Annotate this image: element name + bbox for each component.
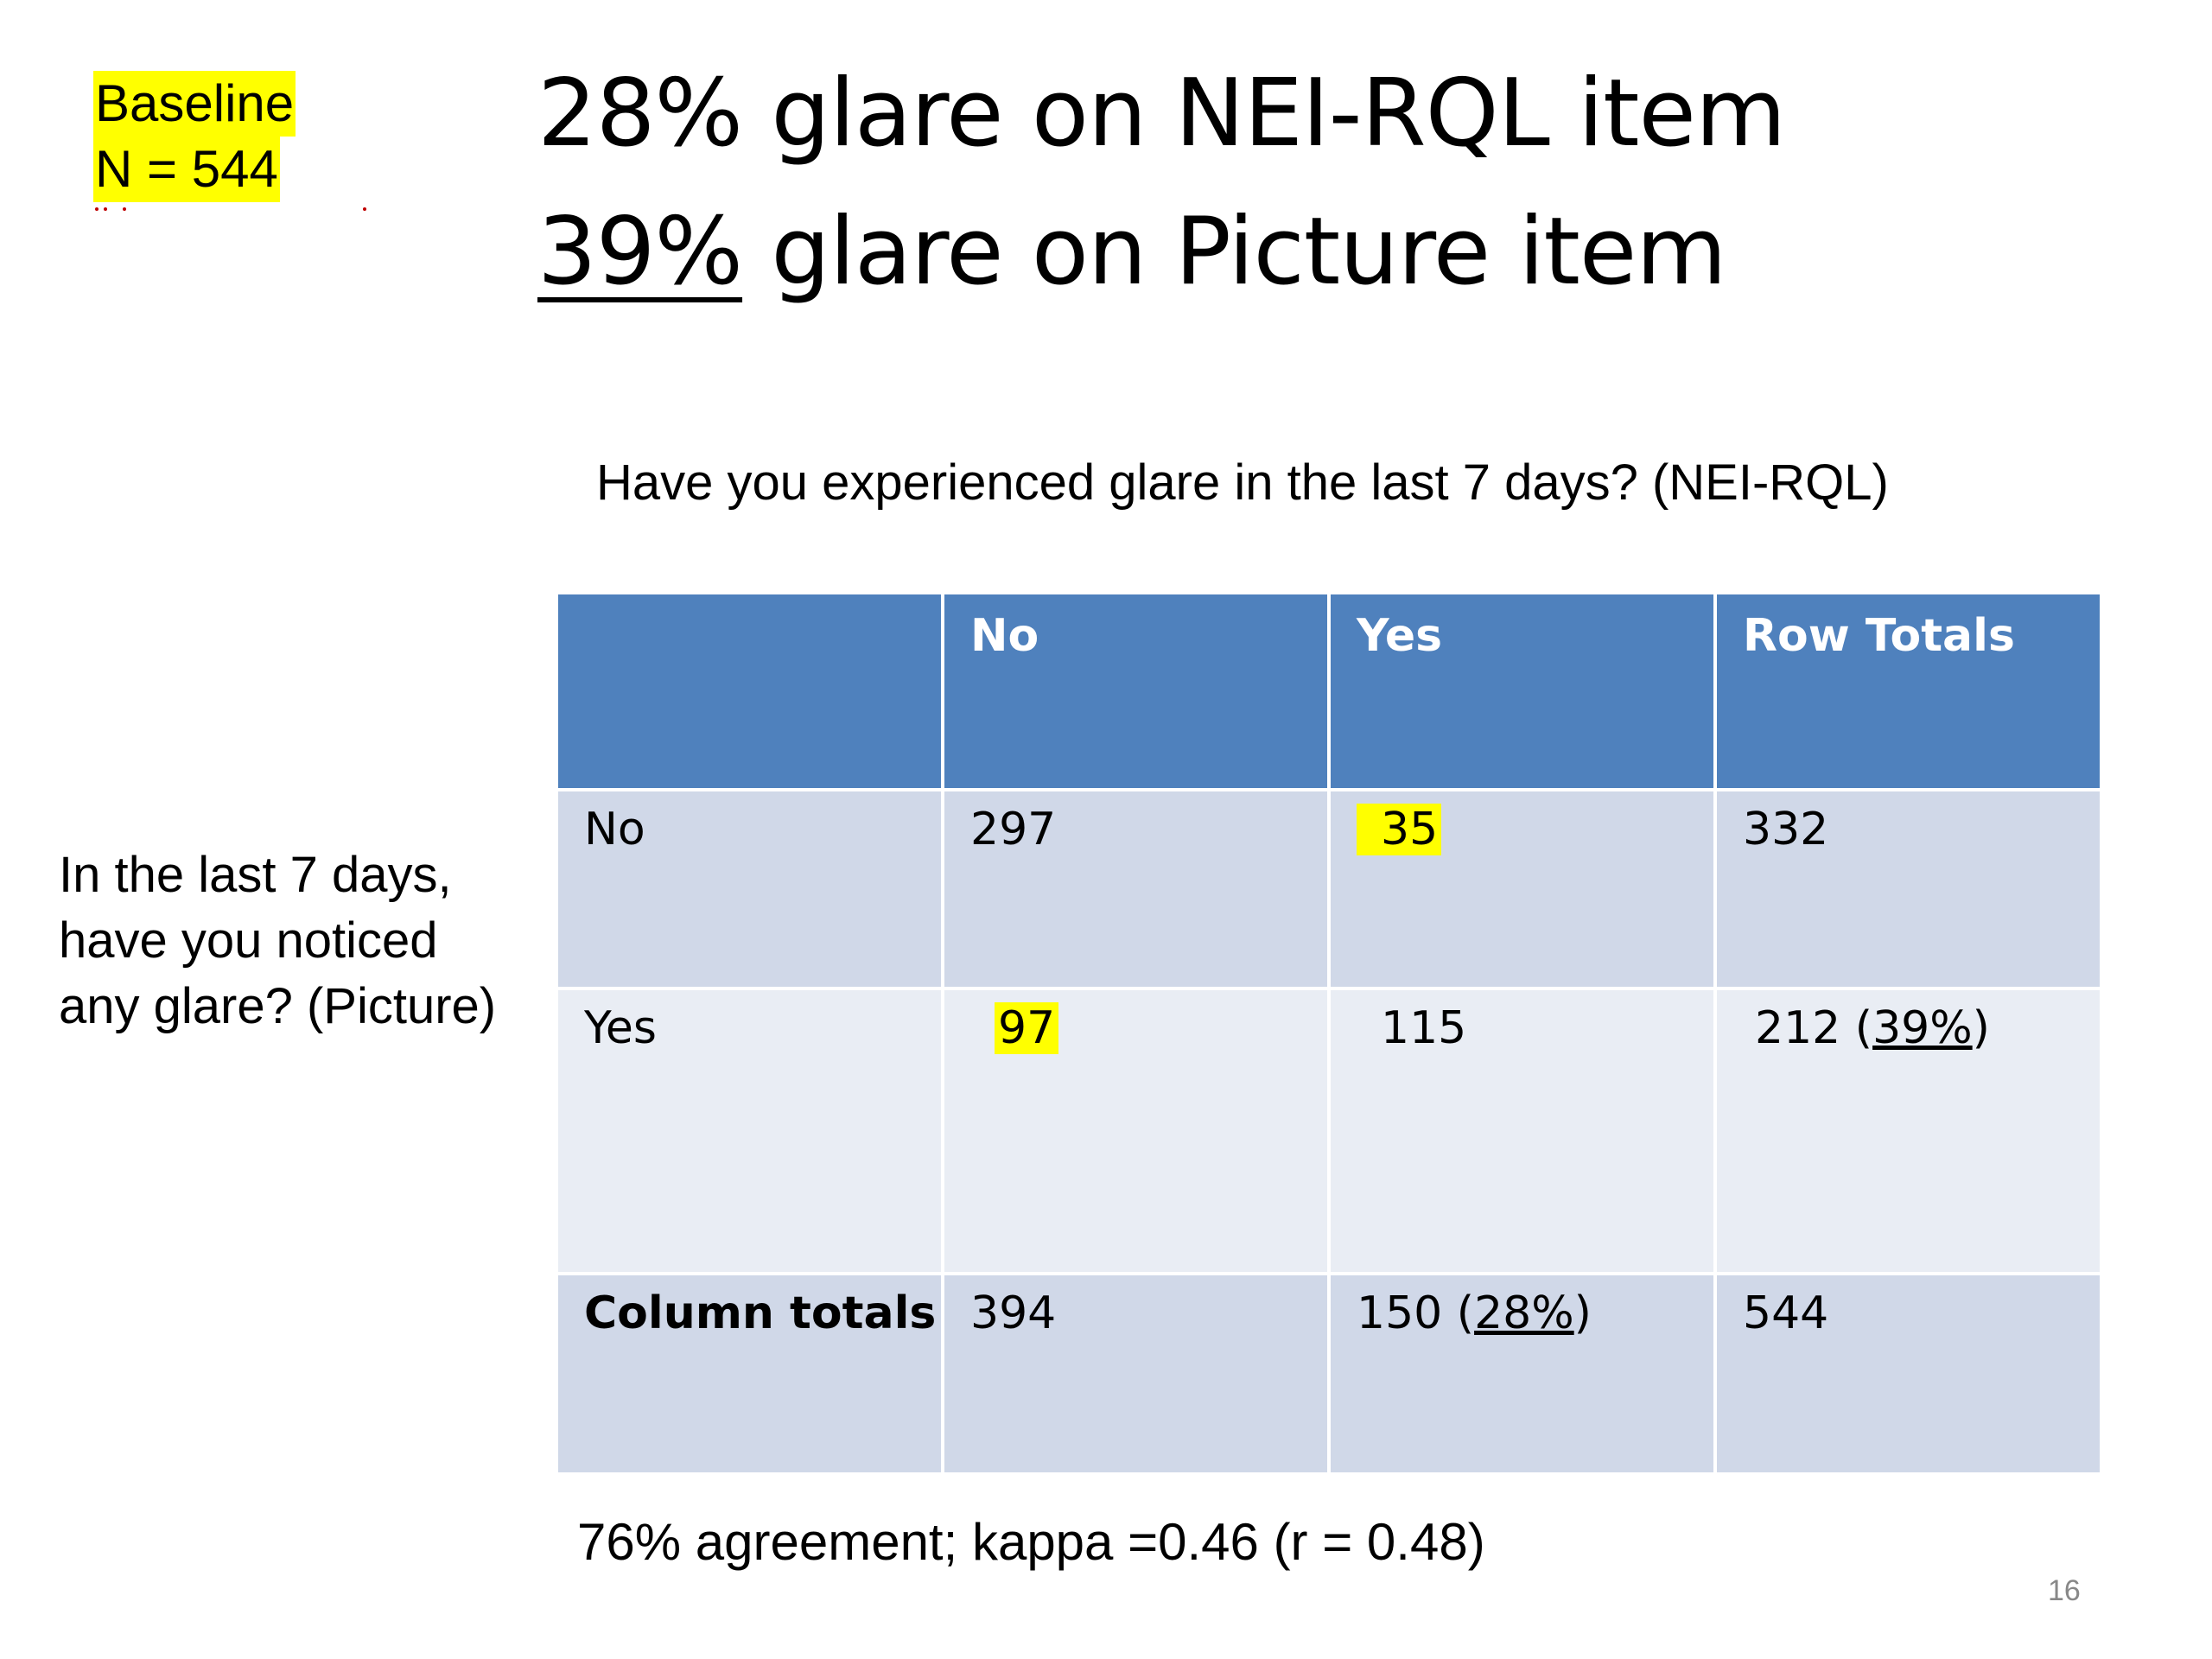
cell-value: 115 [1381,1002,1467,1054]
highlighted-value: 97 [995,1002,1059,1054]
row-question-line: any glare? (Picture) [59,978,497,1034]
ink-dot [95,207,99,211]
title-rest: glare on Picture item [742,198,1726,306]
baseline-badge: Baseline N = 544 [93,71,296,202]
total-close: ) [1573,1287,1592,1339]
total-percent: 28% [1474,1287,1574,1339]
column-question: Have you experienced glare in the last 7… [596,454,1889,511]
row-label-yes: Yes [555,987,944,1275]
row-label-column-totals: Column totals [555,1272,944,1476]
cell-yes-yes: 115 [1327,987,1717,1275]
table-row: Column totals 394 150 (28%) 544 [555,1272,2103,1476]
baseline-label: Baseline [93,71,296,137]
total-close: ) [1972,1002,1990,1054]
total-number: 212 ( [1755,1002,1873,1054]
row-question-line: In the last 7 days, [59,847,452,903]
title-line-2: 39% glare on Picture item [537,183,1785,321]
table-row: Yes 97 115 212 (39%) [555,987,2103,1275]
title-line-1: 28% glare on NEI-RQL item [537,60,1786,168]
table-header-row: No Yes Row Totals [555,591,2103,791]
contingency-table: No Yes Row Totals No 297 35 332 Yes 97 1… [555,591,2103,1476]
slide-title: 28% glare on NEI-RQL item 39% glare on P… [537,45,1786,321]
cell-total-yes: 150 (28%) [1327,1272,1717,1476]
cell-total-no: 394 [941,1272,1331,1476]
highlighted-value: 35 [1357,804,1442,855]
cell-no-total: 332 [1713,788,2103,990]
cell-grand-total: 544 [1713,1272,2103,1476]
row-label-no: No [555,788,944,990]
header-no: No [941,591,1331,791]
cell-yes-no: 97 [941,987,1331,1275]
total-percent: 39% [1872,1002,1973,1054]
ink-dot [104,207,107,211]
ink-dot [363,207,366,211]
cell-no-no: 297 [941,788,1331,990]
title-percent: 39% [537,198,743,306]
total-number: 150 ( [1357,1287,1475,1339]
row-question: In the last 7 days, have you noticed any… [59,842,496,1039]
ink-dot [123,207,126,211]
cell-no-yes: 35 [1327,788,1717,990]
header-corner [555,591,944,791]
slide-number: 16 [2048,1574,2081,1607]
header-yes: Yes [1327,591,1717,791]
row-question-line: have you noticed [59,912,438,969]
cell-yes-total: 212 (39%) [1713,987,2103,1275]
agreement-statistic: 76% agreement; kappa =0.46 (r = 0.48) [577,1513,1485,1571]
table-row: No 297 35 332 [555,788,2103,990]
sample-size-label: N = 544 [93,137,280,202]
header-row-totals: Row Totals [1713,591,2103,791]
